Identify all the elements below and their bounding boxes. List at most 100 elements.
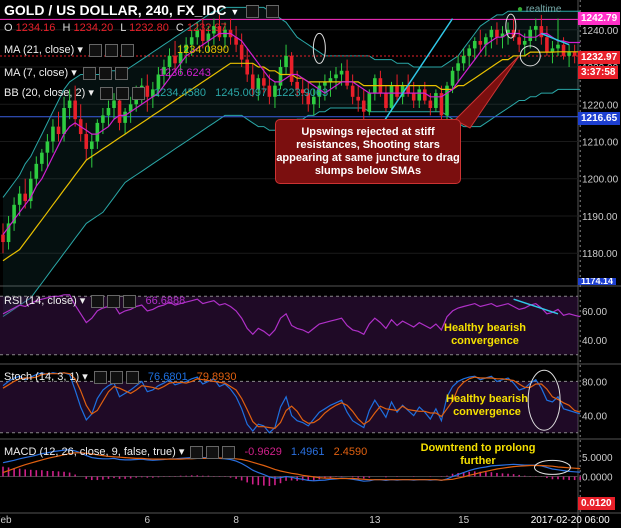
candle-body [95,122,100,142]
macd-highlight-ellipse [533,459,571,475]
candle-body [572,52,577,56]
candle-body [173,55,177,64]
candle-body [456,63,460,71]
candle-body [506,29,510,34]
candle-body [495,29,499,38]
gear-icon[interactable] [98,66,112,80]
candle-body [295,81,299,90]
close-icon[interactable] [123,294,137,308]
eye-icon[interactable] [190,445,204,459]
ma7-line [2,32,581,235]
analysis-callout: Upswings rejected at stiff resistances, … [275,119,461,184]
candle-body [28,178,33,202]
eye-icon[interactable] [91,294,105,308]
gear-icon[interactable] [206,445,220,459]
close-icon[interactable] [120,43,134,57]
candle-body [406,85,410,94]
close-icon[interactable] [222,445,236,459]
stoch-tick-label: 40.00 [582,412,607,423]
price-tick-label: 1220.00 [582,100,619,111]
candle-body [561,44,566,56]
candle-body [106,107,111,116]
eye-icon[interactable] [88,43,102,57]
close-icon[interactable] [125,370,139,384]
close-icon[interactable] [131,86,145,100]
legend-macd[interactable]: MACD (12, 26, close, 9, false, true) ▾ -… [4,445,368,459]
candle-body [262,78,266,86]
eye-icon[interactable] [93,370,107,384]
eye-icon[interactable] [82,66,96,80]
close-icon[interactable] [114,66,128,80]
macd-signal-line [2,452,581,481]
candle-body [556,44,560,49]
candle-body [461,55,466,64]
price-tick-label: 1210.00 [582,138,619,149]
candle-body [156,74,161,90]
candle-body [300,89,305,94]
candle-body [184,44,188,53]
candle-body [145,85,150,97]
price-tick-label: 1180.00 [582,249,618,260]
shooting-star-highlight [519,45,541,67]
candle-body [250,74,255,90]
stoch-tick-label: 80.00 [582,377,607,388]
candle-body [23,193,27,202]
candle-body [289,55,294,82]
candle-body [423,89,427,101]
close-icon[interactable] [266,4,280,18]
candle-body [34,163,39,179]
gear-icon[interactable] [115,86,129,100]
candle-body [434,93,438,108]
legend-stoch[interactable]: Stoch (14, 3, 1) ▾ 76.6801 79.8930 [4,370,237,384]
candle-body [73,100,77,120]
rsi-tick-label: 60.00 [582,307,607,318]
callout-pointer [454,55,520,129]
price-label-top: 1242.79 [578,12,621,25]
legend-ma7[interactable]: MA (7, close) ▾ 1236.6243 [4,66,211,80]
legend-bb[interactable]: BB (20, close, 2) ▾ 1234.4580 1245.0097 … [4,86,329,100]
candle-body [90,141,94,149]
legend-ma21[interactable]: MA (21, close) ▾ 1234.0890 [4,43,230,57]
macd-note: Downtrend to prolong further [420,442,536,467]
candle-body [517,37,521,45]
realtime-dot-icon: ● [517,4,524,15]
candle-body [339,70,344,75]
candle-body [384,93,388,108]
gear-icon[interactable] [109,370,123,384]
candle-body [101,115,105,123]
candle-body [284,55,288,68]
x-axis-tick-label: 13 [369,515,381,526]
candle-body [151,89,155,97]
price-label-cut: 1174.14 [578,278,617,285]
candle-body [162,67,166,75]
candle-body [6,223,11,243]
shooting-star-highlight [505,13,517,39]
trend-arrow [541,32,570,46]
candle-body [1,234,5,243]
stoch-note: Healthy bearish convergence [446,393,528,418]
price-label-current: 1232.97 [578,51,621,64]
rsi-line [2,294,581,337]
eye-icon[interactable] [99,86,113,100]
candle-body [67,100,72,108]
candle-body [167,55,172,68]
candle-body [411,93,416,101]
candle-body [239,44,244,60]
candle-body [489,29,494,38]
macd-tick-label: 0.0000 [582,473,613,484]
settings-icon[interactable] [246,4,260,18]
gear-icon[interactable] [104,43,118,57]
legend-rsi[interactable]: RSI (14, close) ▾ 66.6888 [4,294,186,308]
candle-body [400,85,405,97]
candle-body [539,26,544,38]
candle-body [395,85,399,97]
gear-icon[interactable] [107,294,121,308]
candle-body [45,141,50,153]
candle-body [450,70,455,86]
macd-line [2,449,581,482]
symbol-title[interactable]: GOLD / US DOLLAR, 240, FX_IDC ▼ [4,2,280,18]
candle-body [256,78,261,90]
candle-body [178,52,183,64]
candle-body [361,100,366,112]
